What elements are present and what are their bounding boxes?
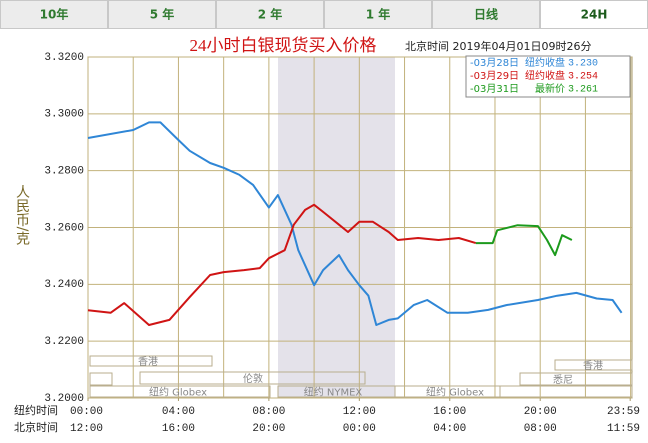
- x-row-label: 纽约时间: [14, 403, 58, 417]
- session-label: 纽约 NYMEX: [304, 386, 363, 399]
- legend-name: -03月28日: [470, 57, 519, 69]
- legend-name: -03月31日: [470, 83, 519, 95]
- x2-tick-label: 08:00: [524, 423, 557, 435]
- x-tick-label: 16:00: [433, 406, 466, 418]
- session-box: [89, 385, 271, 398]
- x2-tick-label: 11:59: [607, 423, 640, 435]
- x-tick-label: 23:59: [607, 406, 640, 418]
- chart-subtitle: 北京时间 2019年04月01日09时26分: [405, 39, 591, 53]
- x-tick-label: 08:00: [252, 406, 285, 418]
- legend-last: 3.261: [568, 85, 598, 96]
- tab[interactable]: [216, 0, 324, 29]
- series-line: [87, 121, 623, 326]
- session-label: 香港: [138, 356, 158, 368]
- y-tick-label: 3.3200: [44, 52, 84, 64]
- x2-tick-label: 12:00: [70, 423, 103, 435]
- legend-name: -03月29日: [470, 70, 519, 82]
- series-line: [475, 224, 573, 257]
- session-box: [554, 359, 633, 371]
- legend-note: 纽约收盘: [525, 69, 565, 82]
- session-box: [139, 371, 366, 385]
- tab-label: 2 年: [258, 7, 283, 22]
- y-tick-label: 3.2800: [44, 166, 84, 178]
- tab[interactable]: [108, 0, 216, 29]
- tab-label: 1 年: [366, 7, 391, 22]
- y-tick-label: 3.2600: [44, 222, 84, 234]
- session-box: [499, 385, 633, 398]
- y-tick-label: 3.2400: [44, 279, 84, 291]
- y-tick-label: 3.2000: [44, 393, 84, 405]
- session-label: 悉尼: [553, 374, 573, 386]
- legend-box: [465, 55, 631, 98]
- series-line: [87, 203, 477, 326]
- legend-note: 纽约收盘: [525, 56, 565, 69]
- tab[interactable]: [324, 0, 432, 29]
- tab[interactable]: [540, 0, 648, 29]
- session-box: [89, 355, 213, 367]
- session-label: 纽约 Globex: [149, 386, 207, 399]
- tab[interactable]: [432, 0, 540, 29]
- tab-label: 日线: [474, 7, 498, 22]
- legend-note: 最新价: [535, 82, 565, 95]
- y-axis-label: 人民币/克: [14, 185, 30, 247]
- x-tick-label: 12:00: [343, 406, 376, 418]
- x2-tick-label: 00:00: [343, 423, 376, 435]
- x-tick-label: 00:00: [70, 406, 103, 418]
- session-label: 纽约 Globex: [426, 386, 484, 399]
- tab-label: 5 年: [150, 7, 175, 22]
- chart-title: 24小时白银现货买入价格: [190, 36, 377, 55]
- x2-tick-label: 20:00: [252, 423, 285, 435]
- tab-label: 24H: [581, 8, 608, 22]
- session-label: 伦敦: [243, 372, 263, 385]
- tab-label: 10年: [40, 7, 69, 22]
- x2-row-label: 北京时间: [14, 420, 58, 434]
- tab[interactable]: [0, 0, 108, 29]
- x2-tick-label: 16:00: [162, 423, 195, 435]
- session-label: 香港: [583, 360, 603, 372]
- x-tick-label: 04:00: [162, 406, 195, 418]
- session-box: [519, 372, 633, 386]
- x-tick-label: 20:00: [524, 406, 557, 418]
- session-box: [89, 372, 113, 386]
- legend-last: 3.230: [568, 59, 598, 70]
- x2-tick-label: 04:00: [433, 423, 466, 435]
- legend-last: 3.254: [568, 72, 598, 83]
- y-tick-label: 3.3000: [44, 109, 84, 121]
- y-tick-label: 3.2200: [44, 336, 84, 348]
